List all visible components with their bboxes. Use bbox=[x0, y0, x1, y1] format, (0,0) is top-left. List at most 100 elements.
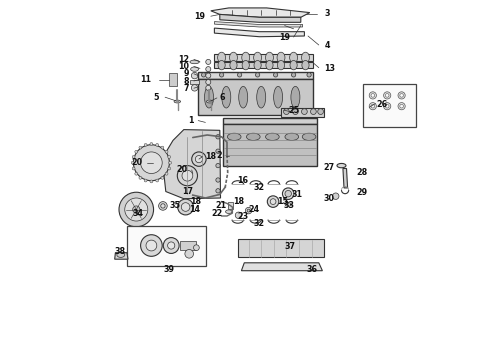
Text: 28: 28 bbox=[356, 168, 367, 177]
Text: 18: 18 bbox=[205, 152, 216, 161]
Ellipse shape bbox=[218, 60, 225, 70]
Text: 8: 8 bbox=[184, 77, 189, 86]
Bar bbox=[127, 226, 206, 266]
Circle shape bbox=[163, 238, 179, 253]
Circle shape bbox=[206, 80, 211, 85]
Circle shape bbox=[168, 156, 171, 158]
Circle shape bbox=[216, 178, 220, 182]
Text: 31: 31 bbox=[291, 190, 302, 199]
Ellipse shape bbox=[191, 67, 198, 71]
Text: 1: 1 bbox=[188, 116, 194, 125]
Text: 32: 32 bbox=[254, 220, 265, 229]
Ellipse shape bbox=[222, 86, 231, 108]
Circle shape bbox=[125, 198, 148, 221]
Circle shape bbox=[139, 176, 142, 179]
Text: 33: 33 bbox=[284, 201, 295, 210]
Ellipse shape bbox=[302, 133, 316, 140]
Circle shape bbox=[144, 179, 147, 182]
Circle shape bbox=[369, 103, 376, 110]
Text: 21: 21 bbox=[215, 202, 226, 210]
Circle shape bbox=[144, 144, 147, 147]
Circle shape bbox=[161, 204, 165, 208]
Text: 30: 30 bbox=[323, 194, 334, 202]
Text: 20: 20 bbox=[131, 158, 143, 167]
Circle shape bbox=[301, 109, 307, 114]
Circle shape bbox=[165, 150, 168, 153]
Ellipse shape bbox=[285, 133, 298, 140]
Polygon shape bbox=[215, 54, 314, 61]
Circle shape bbox=[150, 143, 153, 145]
Circle shape bbox=[192, 72, 198, 79]
Circle shape bbox=[168, 167, 171, 170]
Circle shape bbox=[141, 235, 162, 256]
Circle shape bbox=[216, 189, 220, 193]
Circle shape bbox=[192, 85, 198, 91]
Text: 29: 29 bbox=[356, 188, 367, 197]
Text: 39: 39 bbox=[164, 265, 175, 274]
Text: 25: 25 bbox=[288, 106, 299, 115]
Circle shape bbox=[255, 73, 260, 77]
Polygon shape bbox=[190, 80, 199, 84]
Text: 36: 36 bbox=[307, 266, 318, 275]
Text: 17: 17 bbox=[182, 187, 193, 196]
Circle shape bbox=[192, 152, 206, 166]
Ellipse shape bbox=[285, 203, 292, 206]
Polygon shape bbox=[169, 73, 177, 86]
Ellipse shape bbox=[266, 52, 273, 63]
Circle shape bbox=[282, 188, 294, 199]
Circle shape bbox=[384, 92, 391, 99]
Polygon shape bbox=[180, 241, 196, 250]
Circle shape bbox=[133, 206, 140, 213]
Text: 13: 13 bbox=[324, 64, 335, 73]
Text: 2: 2 bbox=[216, 151, 221, 160]
Text: 27: 27 bbox=[323, 163, 334, 172]
Circle shape bbox=[285, 190, 292, 197]
Circle shape bbox=[206, 73, 211, 78]
Circle shape bbox=[156, 179, 159, 182]
Polygon shape bbox=[223, 118, 317, 124]
Text: 24: 24 bbox=[248, 205, 260, 214]
Text: 20: 20 bbox=[176, 166, 187, 175]
Circle shape bbox=[178, 199, 194, 215]
Ellipse shape bbox=[218, 52, 225, 63]
Circle shape bbox=[150, 180, 153, 183]
Circle shape bbox=[132, 167, 135, 170]
Circle shape bbox=[161, 176, 164, 179]
Text: 10: 10 bbox=[178, 62, 189, 71]
Text: 15: 15 bbox=[277, 197, 289, 206]
Ellipse shape bbox=[254, 52, 262, 63]
Circle shape bbox=[371, 104, 374, 108]
Circle shape bbox=[169, 161, 171, 164]
Circle shape bbox=[141, 152, 162, 174]
Ellipse shape bbox=[290, 52, 297, 63]
Text: 26: 26 bbox=[376, 100, 388, 109]
Circle shape bbox=[311, 109, 316, 114]
Circle shape bbox=[398, 103, 405, 110]
Ellipse shape bbox=[266, 60, 273, 70]
Ellipse shape bbox=[277, 60, 285, 70]
Polygon shape bbox=[242, 263, 322, 271]
Circle shape bbox=[181, 203, 190, 211]
Polygon shape bbox=[238, 239, 324, 257]
Ellipse shape bbox=[290, 60, 297, 70]
Circle shape bbox=[131, 161, 134, 164]
Text: 7: 7 bbox=[184, 84, 189, 93]
Circle shape bbox=[247, 209, 250, 212]
Polygon shape bbox=[115, 253, 128, 259]
Circle shape bbox=[216, 149, 220, 153]
Circle shape bbox=[216, 163, 220, 168]
Circle shape bbox=[132, 156, 135, 158]
Ellipse shape bbox=[117, 252, 125, 257]
Text: 9: 9 bbox=[184, 69, 189, 78]
Polygon shape bbox=[215, 22, 303, 27]
Ellipse shape bbox=[291, 86, 300, 108]
Circle shape bbox=[206, 85, 211, 90]
Text: 5: 5 bbox=[154, 93, 159, 102]
Circle shape bbox=[268, 196, 279, 207]
Ellipse shape bbox=[266, 133, 279, 140]
Polygon shape bbox=[343, 168, 347, 188]
Ellipse shape bbox=[257, 86, 266, 108]
Text: 22: 22 bbox=[211, 209, 222, 217]
Circle shape bbox=[293, 109, 298, 114]
Ellipse shape bbox=[254, 60, 261, 70]
